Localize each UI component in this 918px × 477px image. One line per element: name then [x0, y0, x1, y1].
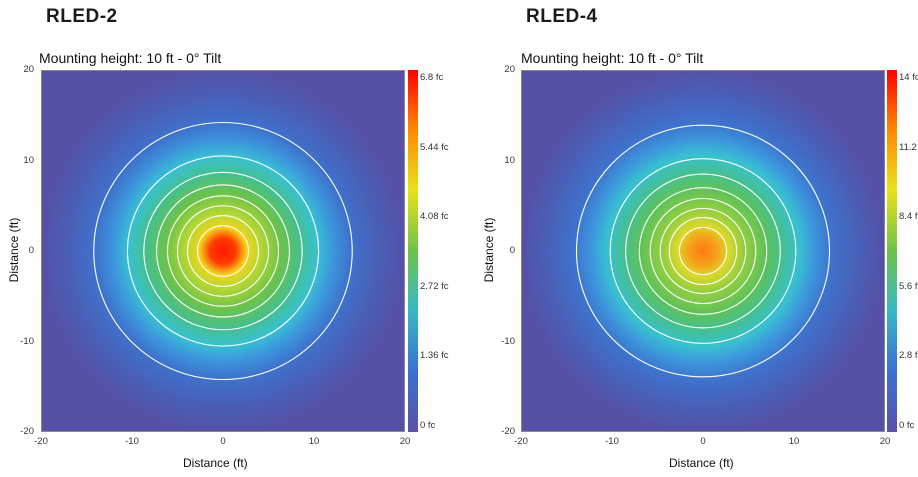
contour-ring [166, 195, 280, 307]
colorbar-tick-label: 11.2 fc [899, 141, 918, 153]
colorbar-tick-label: 2.8 fc [899, 350, 918, 362]
chart-subtitle: Mounting height: 10 ft - 0° Tilt [39, 50, 222, 66]
y-tick-label: 10 [23, 154, 34, 166]
contour-ring [609, 158, 797, 344]
panel-title: RLED-4 [526, 6, 598, 27]
chart-subtitle: Mounting height: 10 ft - 0° Tilt [521, 50, 704, 66]
contour-ring [575, 124, 831, 378]
colorbar-tick-label: 14 fc [899, 72, 918, 83]
colorbar-tick-label: 1.36 fc [420, 350, 449, 362]
y-tick-label: -20 [501, 426, 515, 437]
contour-ring [196, 225, 250, 277]
contour-ring [659, 207, 747, 295]
x-axis-label: Distance (ft) [669, 456, 734, 470]
colorbar-tick-label: 5.44 fc [420, 141, 449, 153]
panel-title: RLED-2 [46, 6, 118, 27]
colorbar-tick-label: 0 fc [420, 420, 436, 431]
colorbar-tick-label: 6.8 fc [420, 72, 444, 83]
x-tick-label: 20 [879, 436, 891, 447]
colorbar [408, 70, 418, 432]
contour-ring [93, 121, 353, 381]
contour-ring [126, 155, 320, 347]
panel-rled-4: RLED-4 Mounting height: 10 ft - 0° Tilt … [459, 0, 918, 477]
x-tick-label: -10 [605, 436, 619, 447]
y-tick-label: -10 [501, 335, 515, 347]
x-tick-label: -20 [514, 436, 528, 447]
y-tick-label: 0 [28, 245, 34, 256]
colorbar-tick-label: 8.4 fc [899, 211, 918, 223]
y-tick-label: 20 [23, 64, 34, 75]
contour-ring [638, 187, 768, 315]
heatmap-plot [521, 70, 885, 432]
y-axis-label: Distance (ft) [7, 217, 21, 283]
x-tick-label: -10 [125, 436, 139, 447]
colorbar-tick-label: 4.08 fc [420, 211, 449, 223]
contour-ring [668, 216, 738, 286]
y-tick-label: 0 [509, 245, 515, 256]
y-axis-label: Distance (ft) [482, 217, 496, 283]
y-tick-label: -20 [20, 426, 34, 437]
colorbar-tick-label: 5.6 fc [899, 280, 918, 292]
x-tick-label: 20 [399, 436, 411, 447]
contour-ring [678, 226, 728, 276]
contour-ring [156, 184, 290, 318]
y-tick-label: 10 [504, 154, 515, 166]
contour-ring [186, 215, 260, 287]
colorbar-tick-label: 2.72 fc [420, 280, 449, 292]
x-tick-label: 0 [220, 436, 226, 447]
x-tick-label: -20 [34, 436, 48, 447]
x-tick-label: 10 [788, 436, 800, 447]
colorbar-tick-label: 0 fc [899, 420, 915, 431]
contour-ring [625, 173, 781, 329]
plot-frame [521, 70, 885, 432]
heatmap-plot [41, 70, 405, 432]
y-tick-label: -10 [20, 335, 34, 347]
x-axis-label: Distance (ft) [183, 456, 248, 470]
x-tick-label: 10 [308, 436, 320, 447]
x-tick-label: 0 [700, 436, 706, 447]
colorbar [887, 70, 897, 432]
illuminance-gradient [521, 70, 885, 432]
panel-rled-2: RLED-2 Mounting height: 10 ft - 0° Tilt … [7, 6, 449, 470]
contour-ring [176, 205, 270, 297]
contour-ring [649, 197, 757, 305]
contour-ring [143, 171, 303, 331]
y-tick-label: 20 [504, 64, 515, 75]
plot-frame [41, 70, 405, 432]
illuminance-gradient [41, 70, 405, 432]
